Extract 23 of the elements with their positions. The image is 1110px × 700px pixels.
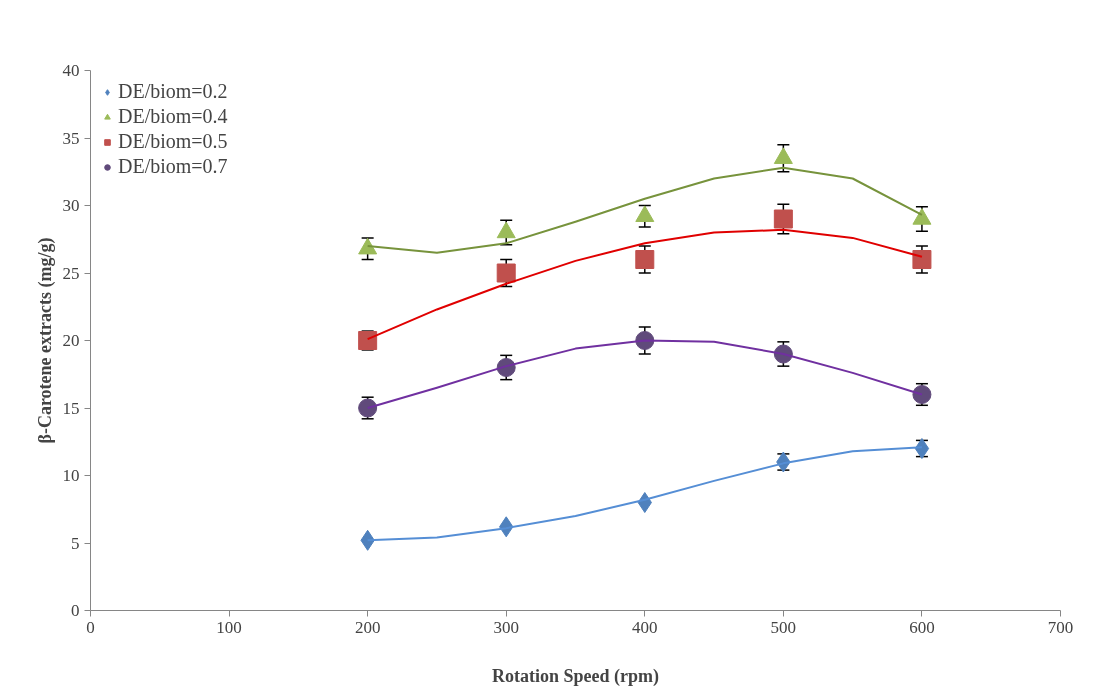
- x-tick-label: 200: [354, 617, 381, 637]
- x-tick-label: 400: [632, 617, 658, 637]
- x-tick-label: 300: [493, 617, 519, 637]
- y-tick-label: 20: [62, 331, 80, 350]
- y-tick-label: 0: [71, 601, 80, 620]
- y-tick-label: 15: [62, 398, 80, 418]
- x-tick-label: 500: [770, 617, 797, 637]
- legend-label: DE/biom=0.5: [118, 130, 228, 153]
- y-tick-label: 35: [62, 128, 80, 148]
- y-tick-label: 40: [62, 61, 80, 80]
- legend-label: DE/biom=0.2: [118, 80, 228, 103]
- legend-label: DE/biom=0.7: [118, 155, 228, 178]
- legend-label: DE/biom=0.4: [118, 105, 228, 128]
- y-axis-title: β-Carotene extracts (mg/g): [34, 237, 56, 444]
- x-tick-label: 700: [1047, 617, 1074, 637]
- x-axis-title: Rotation Speed (rpm): [492, 665, 659, 687]
- y-tick-label: 10: [62, 466, 80, 485]
- x-tick-label: 600: [909, 617, 935, 637]
- x-tick-label: 100: [216, 617, 242, 637]
- x-tick-label: 0: [86, 617, 95, 637]
- y-tick-label: 5: [71, 533, 80, 553]
- y-tick-label: 25: [62, 263, 80, 283]
- y-tick-label: 30: [62, 196, 80, 215]
